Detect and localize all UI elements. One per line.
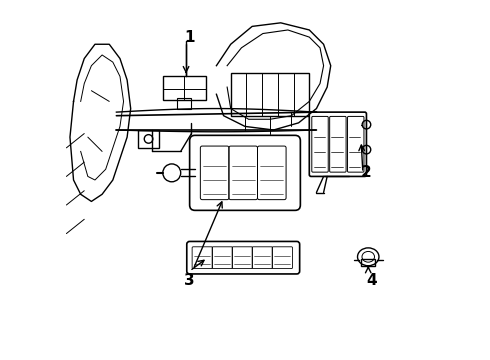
FancyBboxPatch shape (309, 112, 367, 176)
Text: 2: 2 (361, 165, 372, 180)
FancyBboxPatch shape (190, 135, 300, 210)
Text: 1: 1 (184, 30, 195, 45)
Bar (231, 73, 309, 116)
FancyBboxPatch shape (187, 242, 300, 274)
Bar (361, 258, 375, 266)
Bar (138, 130, 159, 148)
Text: 3: 3 (184, 273, 195, 288)
Text: 4: 4 (367, 273, 377, 288)
Bar (177, 98, 192, 109)
Bar (163, 76, 206, 100)
